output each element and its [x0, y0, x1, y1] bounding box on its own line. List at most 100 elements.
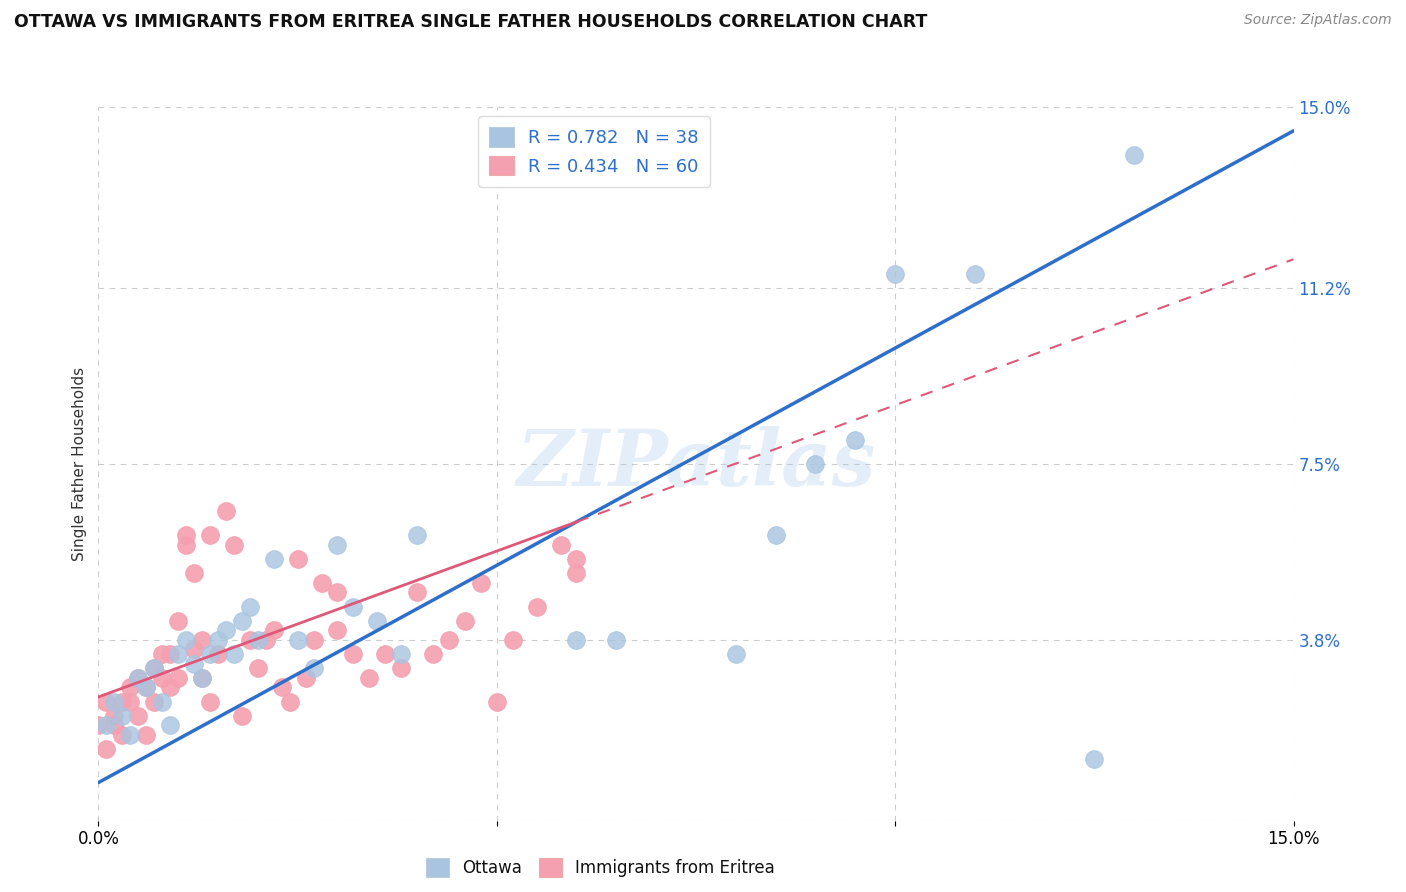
- Point: [174, 538, 197, 552]
- Point: [278, 695, 301, 709]
- Text: Source: ZipAtlas.com: Source: ZipAtlas.com: [1244, 13, 1392, 28]
- Point: [406, 528, 429, 542]
- Point: [174, 632, 197, 647]
- Point: [263, 552, 285, 566]
- Point: [96, 742, 118, 756]
- Text: ZIPatlas: ZIPatlas: [516, 425, 876, 502]
- Point: [565, 552, 588, 566]
- Point: [422, 647, 444, 661]
- Point: [191, 671, 214, 685]
- Point: [150, 671, 173, 685]
- Point: [150, 647, 173, 661]
- Point: [311, 575, 333, 590]
- Point: [103, 695, 125, 709]
- Point: [326, 538, 349, 552]
- Point: [167, 647, 190, 661]
- Point: [96, 695, 118, 709]
- Point: [159, 718, 181, 732]
- Point: [198, 647, 221, 661]
- Point: [287, 632, 309, 647]
- Point: [215, 504, 238, 518]
- Point: [183, 566, 205, 581]
- Point: [143, 661, 166, 675]
- Point: [167, 614, 190, 628]
- Point: [502, 632, 524, 647]
- Point: [120, 681, 142, 695]
- Point: [1123, 147, 1146, 161]
- Point: [103, 718, 125, 732]
- Point: [263, 624, 285, 638]
- Point: [359, 671, 381, 685]
- Point: [963, 267, 986, 281]
- Point: [159, 681, 181, 695]
- Point: [231, 614, 253, 628]
- Point: [302, 632, 325, 647]
- Point: [605, 632, 627, 647]
- Point: [326, 585, 349, 599]
- Legend: Ottawa, Immigrants from Eritrea: Ottawa, Immigrants from Eritrea: [419, 852, 782, 884]
- Point: [103, 709, 125, 723]
- Point: [159, 647, 181, 661]
- Point: [207, 632, 229, 647]
- Point: [366, 614, 388, 628]
- Point: [135, 681, 157, 695]
- Point: [191, 671, 214, 685]
- Point: [120, 728, 142, 742]
- Point: [389, 647, 412, 661]
- Point: [287, 552, 309, 566]
- Point: [1083, 752, 1105, 766]
- Point: [239, 599, 262, 614]
- Point: [302, 661, 325, 675]
- Point: [454, 614, 477, 628]
- Point: [222, 647, 245, 661]
- Point: [294, 671, 316, 685]
- Point: [765, 528, 787, 542]
- Point: [254, 632, 277, 647]
- Point: [526, 599, 548, 614]
- Point: [246, 661, 269, 675]
- Point: [844, 433, 866, 447]
- Point: [143, 695, 166, 709]
- Point: [485, 695, 508, 709]
- Point: [96, 718, 118, 732]
- Point: [246, 632, 269, 647]
- Point: [374, 647, 396, 661]
- Point: [127, 709, 149, 723]
- Point: [198, 528, 221, 542]
- Point: [406, 585, 429, 599]
- Point: [183, 657, 205, 671]
- Point: [550, 538, 572, 552]
- Point: [804, 457, 827, 471]
- Point: [111, 695, 134, 709]
- Point: [270, 681, 292, 695]
- Point: [884, 267, 907, 281]
- Point: [135, 681, 157, 695]
- Point: [111, 709, 134, 723]
- Point: [470, 575, 492, 590]
- Point: [167, 671, 190, 685]
- Point: [215, 624, 238, 638]
- Point: [326, 624, 349, 638]
- Point: [87, 718, 110, 732]
- Point: [342, 599, 364, 614]
- Point: [565, 566, 588, 581]
- Point: [222, 538, 245, 552]
- Y-axis label: Single Father Households: Single Father Households: [72, 367, 87, 561]
- Point: [150, 695, 173, 709]
- Point: [198, 695, 221, 709]
- Point: [389, 661, 412, 675]
- Point: [565, 632, 588, 647]
- Point: [342, 647, 364, 661]
- Point: [183, 642, 205, 657]
- Point: [135, 728, 157, 742]
- Point: [127, 671, 149, 685]
- Point: [174, 528, 197, 542]
- Point: [143, 661, 166, 675]
- Point: [111, 728, 134, 742]
- Point: [724, 647, 747, 661]
- Point: [191, 632, 214, 647]
- Text: OTTAWA VS IMMIGRANTS FROM ERITREA SINGLE FATHER HOUSEHOLDS CORRELATION CHART: OTTAWA VS IMMIGRANTS FROM ERITREA SINGLE…: [14, 13, 928, 31]
- Point: [437, 632, 460, 647]
- Point: [231, 709, 253, 723]
- Point: [207, 647, 229, 661]
